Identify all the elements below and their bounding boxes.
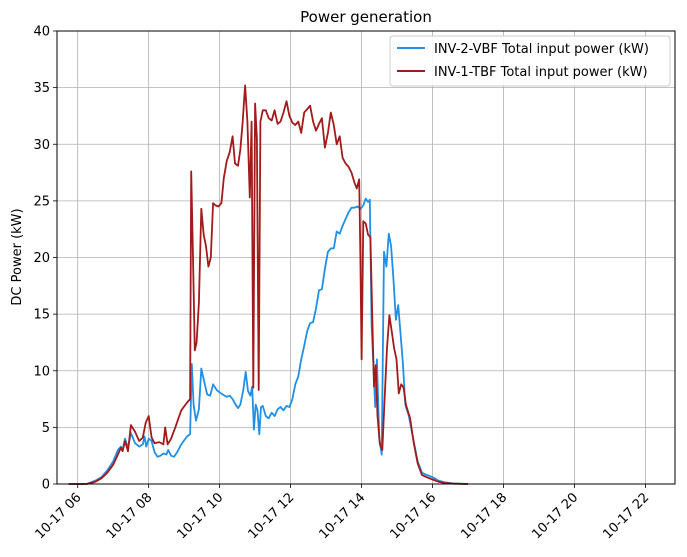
y-tick-label: 10 bbox=[33, 364, 50, 379]
series-line-inv2 bbox=[68, 197, 469, 485]
y-axis-label: DC Power (kW) bbox=[10, 208, 25, 305]
y-tick-label: 5 bbox=[42, 421, 50, 436]
legend-label-inv1: INV-1-TBF Total input power (kW) bbox=[434, 65, 648, 80]
legend: INV-2-VBF Total input power (kW) INV-1-T… bbox=[389, 35, 671, 87]
y-tick-label: 30 bbox=[33, 138, 50, 153]
y-tick-label: 40 bbox=[33, 25, 50, 40]
y-tick-label: 35 bbox=[33, 81, 50, 96]
y-tick-label: 15 bbox=[33, 308, 50, 323]
y-tick-label: 0 bbox=[42, 478, 50, 493]
legend-label-inv2: INV-2-VBF Total input power (kW) bbox=[434, 42, 649, 57]
y-tick-label: 20 bbox=[33, 251, 50, 266]
y-tick-label: 25 bbox=[33, 194, 50, 209]
chart-title: Power generation bbox=[300, 8, 432, 26]
series-group bbox=[68, 84, 469, 485]
y-axis: 0 5 10 15 20 25 30 35 40 bbox=[33, 25, 57, 493]
legend-box bbox=[389, 35, 671, 87]
series-line-inv1 bbox=[68, 84, 469, 485]
